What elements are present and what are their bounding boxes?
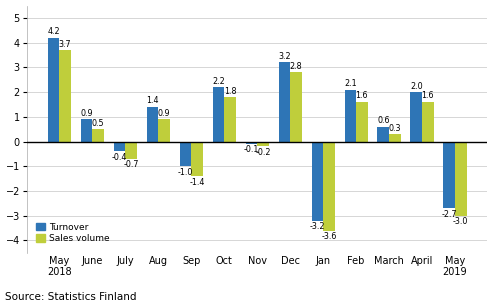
Text: 1.6: 1.6 [422, 92, 434, 101]
Bar [455, 142, 466, 216]
Bar [158, 119, 170, 142]
Text: -3.2: -3.2 [310, 222, 325, 231]
Text: 1.4: 1.4 [146, 96, 159, 105]
Text: 4.2: 4.2 [47, 27, 60, 36]
Bar [389, 134, 401, 142]
Text: 2.1: 2.1 [344, 79, 356, 88]
Bar [422, 102, 433, 142]
Text: -2.7: -2.7 [441, 210, 457, 219]
Text: 3.2: 3.2 [278, 52, 291, 61]
Text: 2.2: 2.2 [212, 77, 225, 86]
Bar [246, 142, 257, 144]
Bar [59, 50, 71, 142]
Bar [279, 62, 290, 142]
Bar [378, 127, 389, 142]
Bar [356, 102, 368, 142]
Bar [92, 129, 104, 142]
Bar [345, 90, 356, 142]
Legend: Turnover, Sales volume: Turnover, Sales volume [36, 223, 109, 243]
Bar [257, 142, 269, 147]
Bar [114, 142, 125, 151]
Bar [212, 87, 224, 142]
Bar [179, 142, 191, 166]
Text: 1.6: 1.6 [355, 92, 368, 101]
Text: 0.6: 0.6 [377, 116, 389, 125]
Bar [125, 142, 137, 159]
Text: Source: Statistics Finland: Source: Statistics Finland [5, 292, 137, 302]
Text: 1.8: 1.8 [224, 87, 236, 95]
Text: 2.0: 2.0 [410, 81, 423, 91]
Bar [290, 72, 302, 142]
Text: 0.9: 0.9 [80, 109, 93, 118]
Text: 0.9: 0.9 [158, 109, 171, 118]
Text: -0.1: -0.1 [244, 146, 259, 154]
Text: -1.4: -1.4 [189, 178, 205, 187]
Text: 0.3: 0.3 [388, 124, 401, 133]
Text: -0.2: -0.2 [255, 148, 271, 157]
Text: -0.7: -0.7 [123, 160, 139, 169]
Bar [191, 142, 203, 176]
Bar [147, 107, 158, 142]
Bar [48, 38, 59, 142]
Text: -3.6: -3.6 [321, 232, 337, 241]
Bar [312, 142, 323, 221]
Text: -0.4: -0.4 [112, 153, 127, 162]
Text: -3.0: -3.0 [453, 217, 468, 226]
Text: -1.0: -1.0 [178, 168, 193, 177]
Bar [411, 92, 422, 142]
Text: 0.5: 0.5 [92, 119, 105, 128]
Text: 2.8: 2.8 [289, 62, 302, 71]
Bar [443, 142, 455, 208]
Bar [81, 119, 92, 142]
Text: 3.7: 3.7 [59, 40, 71, 49]
Bar [224, 97, 236, 142]
Bar [323, 142, 335, 230]
